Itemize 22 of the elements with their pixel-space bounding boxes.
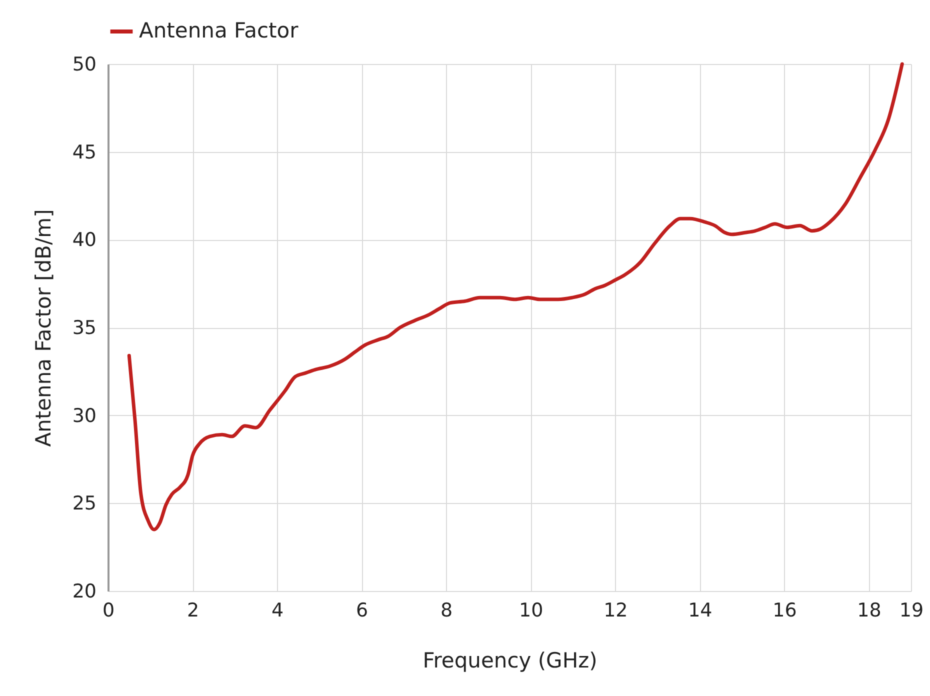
y-tick-label: 40 (72, 229, 96, 252)
y-axis-title: Antenna Factor [dB/m] (31, 209, 56, 447)
y-tick-label: 45 (72, 141, 96, 164)
y-tick-label: 35 (72, 317, 96, 339)
x-tick-label: 2 (186, 600, 200, 622)
legend-label: Antenna Factor (139, 18, 299, 42)
y-tick-label: 30 (72, 404, 96, 427)
x-tick-label: 16 (772, 600, 797, 622)
line-series (127, 62, 904, 532)
x-tick-label: 0 (102, 600, 115, 622)
x-tick-label: 19 (899, 600, 924, 622)
y-tick-label: 25 (72, 492, 96, 515)
y-tick-label: 50 (72, 54, 96, 76)
x-tick-label: 6 (356, 600, 368, 622)
x-tick-label: 10 (519, 600, 544, 622)
x-tick-label: 18 (857, 600, 882, 622)
y-tick-label: 20 (72, 580, 96, 602)
x-tick-label: 12 (604, 600, 628, 622)
x-axis-title: Frequency (GHz) (422, 648, 598, 672)
x-tick-label: 4 (272, 600, 284, 622)
x-tick-label: 8 (440, 600, 453, 622)
x-tick-label: 14 (688, 600, 712, 622)
